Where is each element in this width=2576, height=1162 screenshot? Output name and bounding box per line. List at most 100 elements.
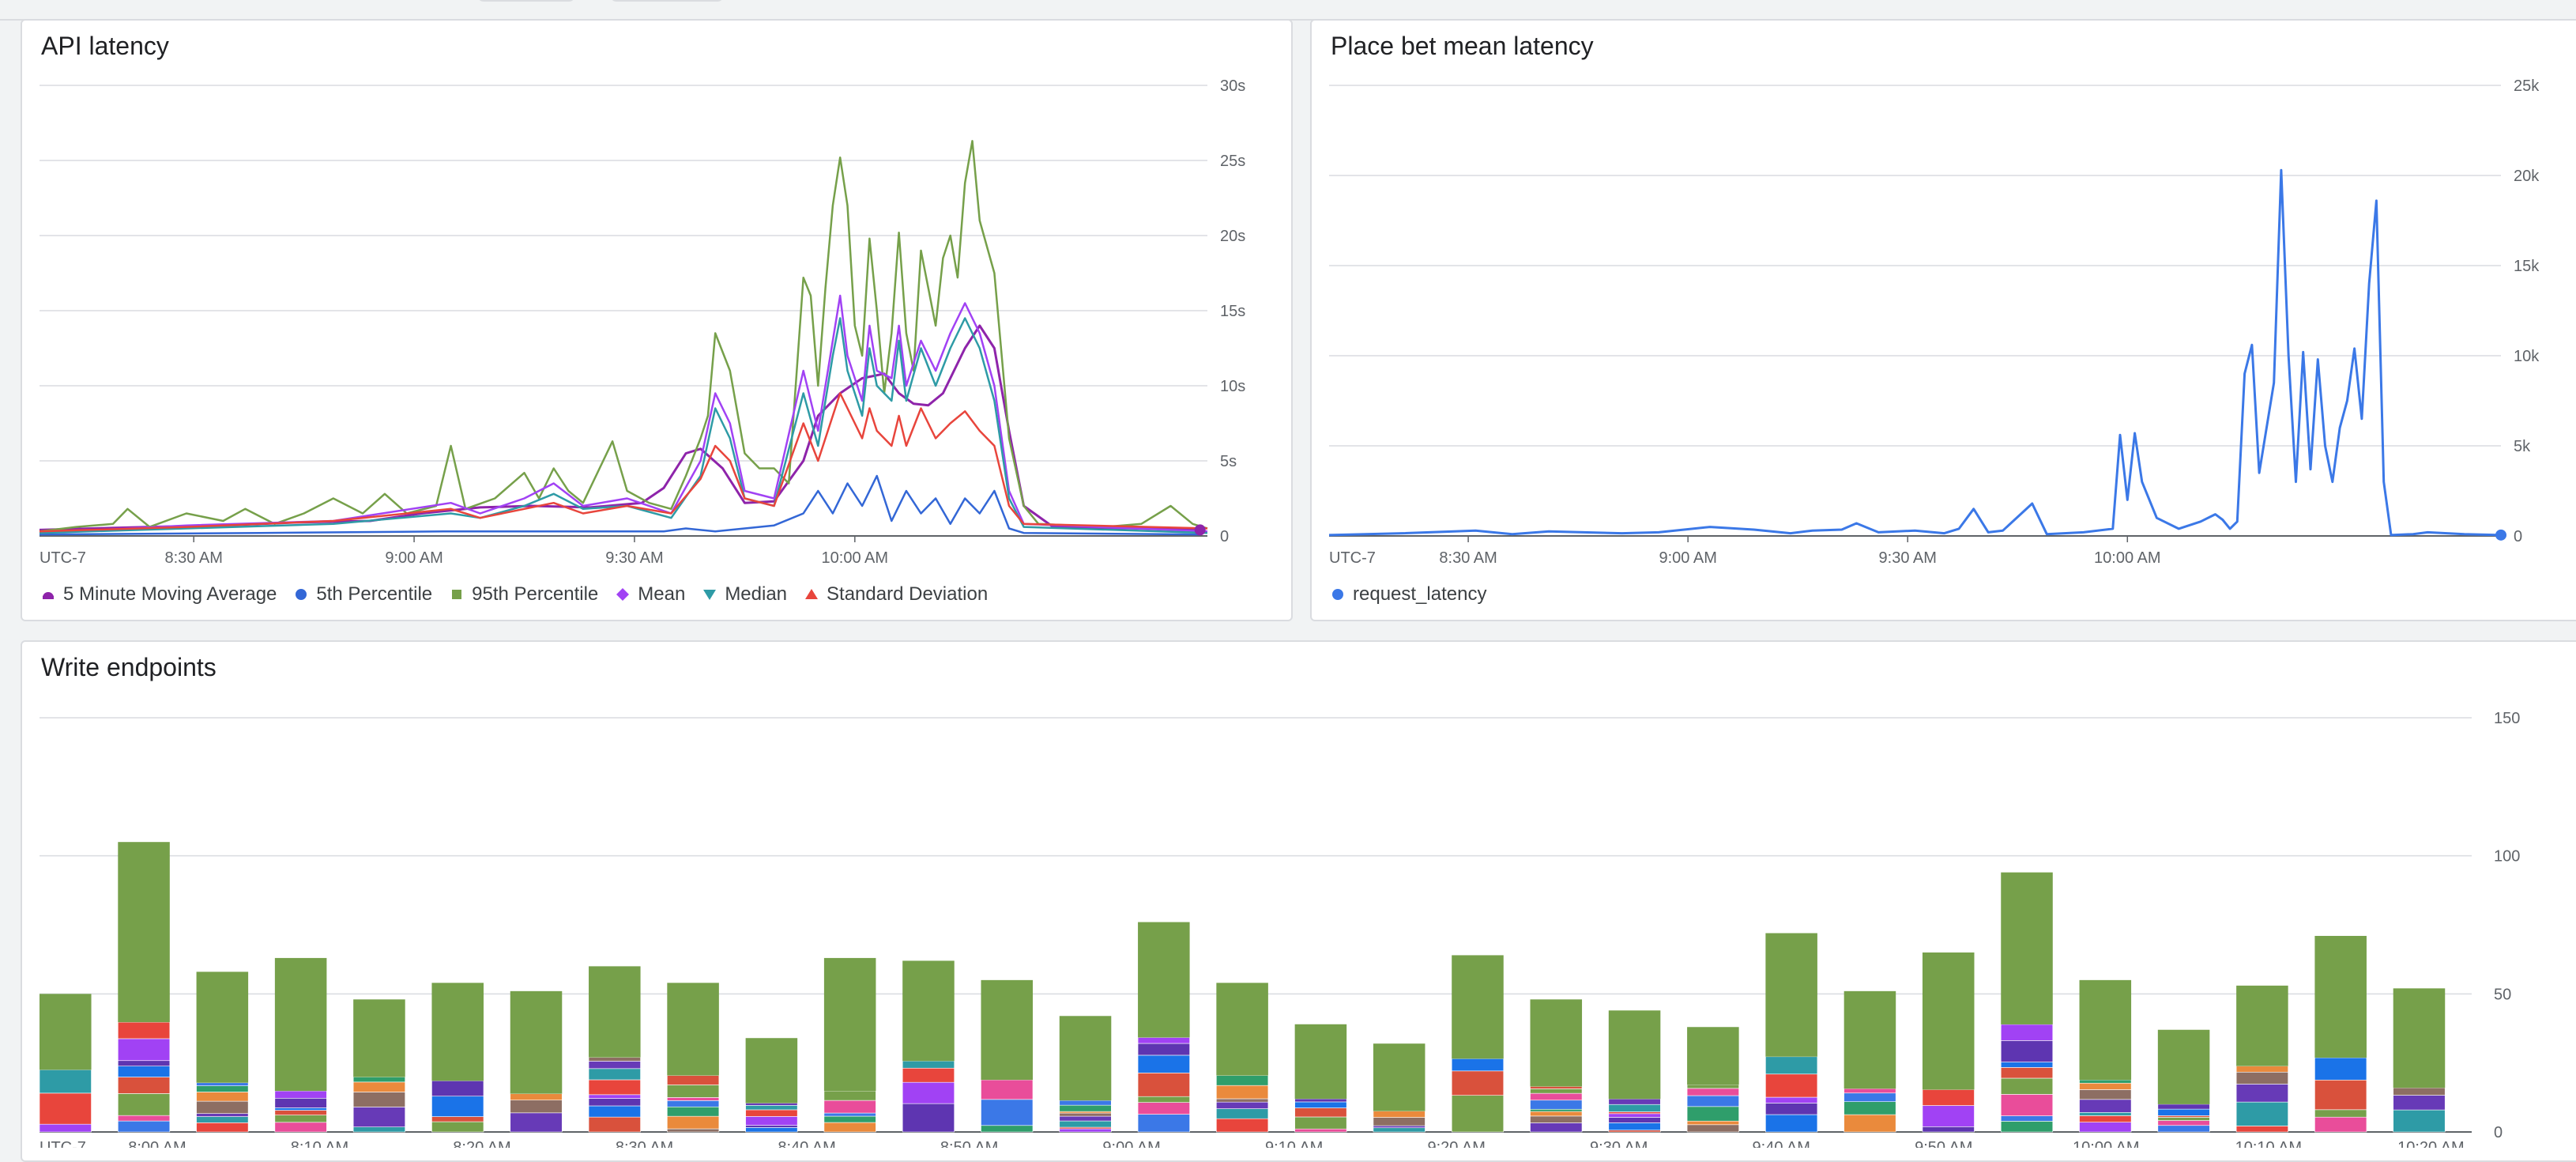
legend-item[interactable]: request_latency — [1331, 583, 1486, 606]
bar-segment — [1294, 1116, 1347, 1130]
bar-segment — [2157, 1115, 2210, 1118]
x-tick-label: 10:00 AM — [822, 549, 889, 567]
legend-item[interactable]: 95th Percentile — [450, 583, 598, 606]
write-endpoints-chart[interactable]: 0 50 100 150 UTC-7 8:00 AM 8:10 AM 8:20 AM 8:30 … — [22, 642, 2574, 1148]
bar-segment — [431, 1116, 484, 1122]
circle-icon — [1332, 589, 1343, 600]
bar-segment — [2314, 1057, 2367, 1081]
bar-segment — [2000, 1077, 2054, 1095]
bar-segment — [1608, 1117, 1661, 1123]
bar-segment — [118, 842, 170, 1023]
series-line — [39, 474, 1200, 536]
triangle-down-icon — [703, 590, 717, 600]
bar-segment — [510, 1100, 563, 1114]
series-line — [39, 140, 1208, 533]
bar-segment — [981, 1099, 1034, 1126]
bar-segment — [667, 1128, 720, 1133]
series-line — [39, 294, 1208, 534]
bar-segment — [1843, 1088, 1896, 1094]
bar-segment — [588, 1061, 641, 1070]
bar-segment — [823, 1112, 876, 1117]
bar-segment — [745, 1125, 798, 1128]
bar-segment — [588, 1068, 641, 1081]
bar-segment — [117, 1038, 171, 1062]
bar-segment — [1687, 1027, 1739, 1085]
series-line — [1328, 168, 2502, 537]
bar-segment — [1608, 1122, 1661, 1130]
bar-segment — [39, 1123, 92, 1133]
legend-item[interactable]: Mean — [616, 583, 685, 606]
bar-segment — [2235, 1066, 2288, 1073]
bar-segment — [588, 1098, 641, 1107]
bar-segment — [667, 983, 719, 1076]
y-tick-label: 50 — [2494, 986, 2511, 1003]
bar-segment — [2079, 1089, 2132, 1100]
bar-segment — [667, 1085, 720, 1098]
bar-segment — [1922, 952, 1975, 1090]
legend-label: Standard Deviation — [827, 583, 989, 605]
bar-segment — [274, 1122, 327, 1133]
bar-segment — [1843, 1101, 1896, 1115]
bar-segment — [823, 957, 876, 1092]
x-tick-label: 9:20 AM — [1427, 1139, 1485, 1148]
bar-segment — [1765, 1096, 1818, 1104]
bar-segment — [1373, 1043, 1425, 1111]
bar-segment — [1765, 1056, 1818, 1075]
bar-segment — [1608, 1104, 1661, 1112]
bar-segment — [745, 1116, 798, 1126]
bar-segment — [2079, 1079, 2132, 1084]
x-tick-label: 8:30 AM — [616, 1139, 673, 1148]
bar-segment — [352, 1077, 405, 1083]
y-tick-label: 0 — [1220, 528, 1229, 545]
bar-segment — [1765, 1073, 1818, 1098]
bar-segment — [274, 957, 327, 1092]
diamond-icon — [616, 588, 630, 601]
bar-segment — [117, 1120, 171, 1133]
bar-segment — [274, 1110, 327, 1115]
bar-segment — [196, 1122, 249, 1133]
timezone-label: UTC-7 — [40, 1139, 86, 1148]
x-tick-label: 9:30 AM — [1590, 1139, 1648, 1148]
bar-segment — [274, 1090, 327, 1099]
place-bet-latency-chart[interactable]: 0 5k 10k 15k 20k 25k 8:30 AM 9:00 AM 9:30 AM 10:0… — [1312, 21, 2576, 574]
place-bet-latency-panel: Place bet mean latency 0 5k 10k 15k 20k 25k 8:… — [1310, 19, 2576, 621]
y-tick-label: 20s — [1220, 228, 1245, 245]
bar-segment — [117, 1093, 171, 1116]
bar-segment — [2314, 935, 2367, 1058]
bar-segment — [431, 1096, 484, 1117]
bar-segment — [431, 983, 484, 1081]
legend-label: Mean — [638, 583, 686, 605]
bar-segment — [510, 1112, 563, 1133]
legend-item[interactable]: 5 Minute Moving Average — [41, 583, 277, 606]
y-tick-label: 10s — [1220, 378, 1245, 395]
bar-segment — [196, 1113, 249, 1117]
bar-segment — [196, 1085, 249, 1092]
bar-segment — [2393, 1087, 2446, 1096]
y-tick-label: 25k — [2514, 77, 2540, 95]
bar-segment — [1373, 1125, 1425, 1129]
bar-segment — [1530, 1122, 1583, 1133]
toolbar-button-edge[interactable] — [477, 0, 575, 2]
series-endpoint-marker — [2495, 529, 2506, 541]
bar-segment — [667, 1106, 720, 1117]
bar-segment — [1059, 1128, 1112, 1133]
bar-segment — [2236, 985, 2288, 1066]
x-tick-label: 9:40 AM — [1753, 1139, 1810, 1148]
api-latency-chart[interactable]: 0 5s 10s 15s 20s 25s 30s 8:30 AM 9:00 AM 9:30 AM 1… — [22, 21, 1291, 574]
legend-item[interactable]: 5th Percentile — [294, 583, 432, 606]
bar-segment — [1530, 1092, 1583, 1101]
bar-segment — [2000, 1094, 2054, 1116]
bar-segment — [1216, 1085, 1269, 1100]
chart-legend: request_latency — [1331, 583, 1486, 606]
legend-item[interactable]: Median — [702, 583, 787, 606]
bar-segment — [510, 1093, 563, 1101]
bar-segment — [588, 1079, 641, 1096]
bar-segment — [2393, 988, 2446, 1088]
bar-segment — [1294, 1107, 1347, 1118]
bar-segment — [745, 1105, 798, 1111]
toolbar-button-edge[interactable] — [610, 0, 724, 2]
bar-segment — [352, 1107, 405, 1127]
legend-item[interactable]: Standard Deviation — [804, 583, 988, 606]
bar-segment — [667, 1100, 720, 1107]
bar-segment — [2314, 1079, 2367, 1111]
